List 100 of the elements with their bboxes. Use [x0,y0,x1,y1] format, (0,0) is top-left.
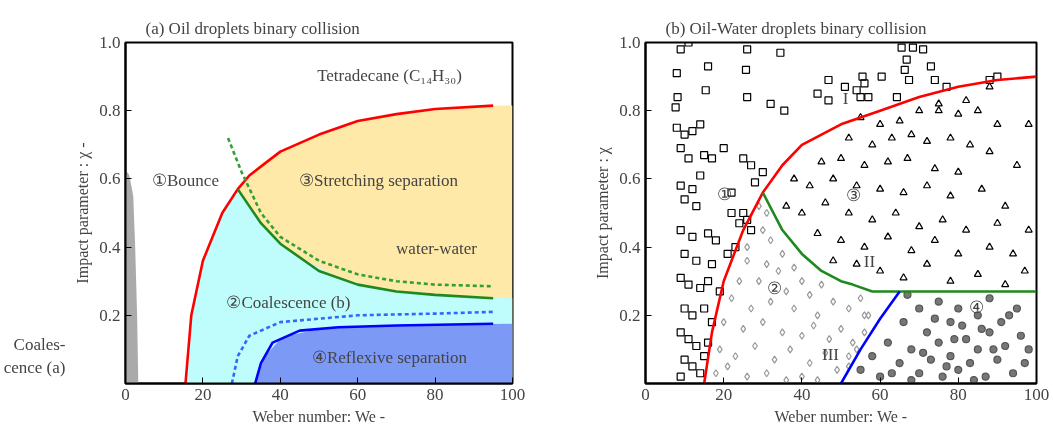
point [779,249,786,259]
point [907,345,916,354]
point [767,297,774,306]
point [763,260,770,269]
point [783,375,790,384]
point [763,369,770,378]
point [977,324,986,334]
point [989,345,998,354]
point [965,358,975,368]
y-tick-label: 1.0 [99,33,121,52]
x-tick-label: 80 [426,384,444,404]
point [814,311,821,320]
x-tick-label: 40 [271,384,289,404]
point [915,369,924,378]
point [779,328,786,337]
point [930,314,939,323]
point [798,331,805,340]
annotation: ④Reflexive separation [311,348,468,367]
point [895,358,904,368]
point [887,369,896,378]
point [767,236,774,245]
point [1008,369,1018,378]
point [744,372,751,381]
y-tick-label: 0.4 [619,237,641,257]
point [868,352,877,361]
annotation: ③Stretching separation [299,171,459,190]
point [876,372,885,381]
chart-title: (a) Oil droplets binary collision [145,18,361,38]
point [806,358,813,368]
point [759,225,766,235]
point [744,256,751,265]
point [969,376,979,384]
point [712,369,719,378]
y-tick-label: 0.6 [619,169,641,189]
x-tick-label: 0 [641,384,650,404]
point [926,355,936,364]
point [954,304,963,313]
annotation: II [863,252,876,271]
point [919,348,928,357]
point [834,365,841,374]
point [861,311,868,320]
y-axis-title: Impact parameter : χ [594,146,613,279]
point [954,365,963,374]
point [946,318,955,327]
point [1001,341,1010,351]
point [962,335,971,344]
point [716,345,723,354]
point [942,362,951,371]
point [973,345,982,354]
point [861,328,868,337]
point [771,355,778,364]
line-series [230,310,495,384]
point [950,335,959,344]
point [1016,331,1025,340]
annotation: ①Bounce [152,171,219,190]
annotation: ③ [846,186,861,205]
x-axis-title: Weber number: We - [252,407,386,425]
chart-title: (b) Oil-Water droplets binary collision [665,18,928,38]
point [1020,358,1029,368]
y-tick-label: 0.4 [99,237,121,257]
point [791,304,798,313]
point [907,376,916,384]
point [736,277,743,286]
x-tick-label: 20 [715,384,733,404]
point [826,335,833,344]
point [922,328,932,337]
point [845,304,852,313]
point [985,294,994,303]
line-series [839,290,901,384]
point [1012,304,1022,313]
y-axis-title: Impact parameter : χ - [74,142,93,284]
point [732,352,739,361]
point [814,375,821,384]
y-tick-label: 0.2 [619,305,641,325]
point [740,324,747,334]
x-tick-label: 60 [349,384,367,404]
annotation: Tetradecane (C₁₄H₃₀) [317,66,462,85]
point [791,263,798,272]
point [849,338,856,347]
annotation: ④ [969,298,984,317]
point [744,243,751,252]
point [787,345,794,354]
point [783,287,790,296]
point [1024,345,1033,354]
point [775,266,782,276]
point [724,362,731,371]
point [934,338,943,347]
point [818,280,825,289]
x-tick-label: 100 [1023,384,1050,404]
point [915,304,924,313]
text: Coales- cence (a) [3,335,66,378]
y-tick-label: 1.0 [619,33,641,52]
point [883,338,893,347]
x-tick-label: 40 [793,384,811,404]
point [938,372,947,381]
point [993,355,1002,364]
point [985,328,994,337]
point [759,318,766,327]
x-axis-title: Weber number: We - [774,407,908,425]
annotation: III [822,345,840,364]
